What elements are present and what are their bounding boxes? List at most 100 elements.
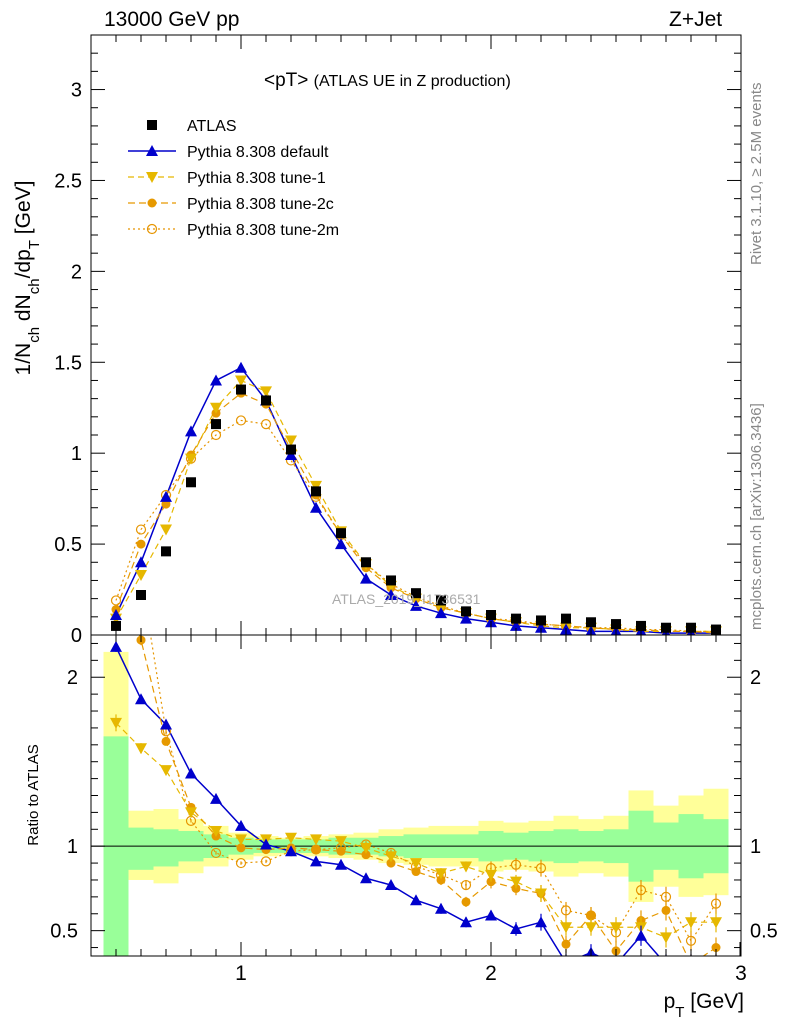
ratio-point-pythia-8-308-tune-1	[410, 858, 422, 870]
point-pythia-8-308-default	[110, 609, 122, 620]
legend-marker	[147, 198, 157, 208]
ratio-point-pythia-8-308-tune-1	[585, 922, 597, 934]
point-pythia-8-308-tune-1	[160, 524, 172, 536]
point-pythia-8-308-tune-2m	[260, 418, 272, 430]
y-tick-label: 2.5	[54, 170, 82, 192]
y-tick-label: 1	[71, 443, 82, 465]
legend-label: ATLAS	[187, 118, 237, 135]
y-tick-label: 2	[71, 261, 82, 283]
point-atlas	[311, 486, 321, 497]
point-pythia-8-308-default	[160, 490, 172, 502]
point-pythia-8-308-tune-2m	[235, 415, 247, 426]
ratio-y-tick-label-left: 2	[67, 667, 78, 689]
ratio-point-pythia-8-308-tune-1	[210, 825, 222, 837]
ratio-point-pythia-8-308-tune-2c	[311, 845, 321, 855]
point-atlas	[436, 595, 446, 606]
ratio-point-pythia-8-308-tune-1	[235, 834, 247, 846]
point-atlas	[661, 622, 671, 633]
legend: ATLAS Pythia 8.308 default Pythia 8.308 tu…	[128, 118, 339, 239]
y-axis-title: 1/Nch dNch/dpT [GeV]	[12, 181, 43, 376]
ratio-point-pythia-8-308-tune-2m	[560, 905, 572, 916]
ratio-point-pythia-8-308-default	[635, 929, 647, 941]
point-atlas	[161, 546, 171, 557]
legend-marker	[146, 145, 158, 156]
point-pythia-8-308-tune-1	[260, 386, 272, 398]
point-pythia-8-308-default	[235, 361, 247, 373]
ratio-point-pythia-8-308-tune-2m	[260, 856, 272, 867]
point-atlas	[186, 477, 196, 488]
ratio-point-pythia-8-308-tune-1	[435, 868, 447, 880]
axes: 1 2 300.511.522.530.5 0.51 12 21/Nch dNch/dpT…	[12, 34, 778, 1021]
ratio-point-pythia-8-308-tune-1	[360, 842, 372, 854]
ratio-point-pythia-8-308-default	[435, 902, 447, 914]
ratio-point-pythia-8-308-tune-2c	[586, 910, 596, 920]
ratio-series-markers	[110, 554, 722, 969]
point-pythia-8-308-tune-1	[135, 570, 147, 581]
point-pythia-8-308-default	[385, 589, 397, 600]
legend-marker	[146, 172, 158, 183]
ratio-point-pythia-8-308-default	[660, 958, 672, 969]
point-pythia-8-308-tune-2m	[135, 524, 147, 535]
ratio-point-pythia-8-308-default	[685, 958, 697, 969]
point-pythia-8-308-tune-2m	[110, 595, 122, 606]
point-atlas	[261, 395, 271, 406]
legend-entry: Pythia 8.308 tune-1	[128, 170, 326, 187]
point-atlas	[111, 620, 121, 631]
ratio-point-pythia-8-308-default	[110, 640, 122, 652]
ratio-point-pythia-8-308-default	[210, 792, 222, 804]
point-pythia-8-308-tune-1	[285, 435, 297, 447]
point-pythia-8-308-tune-2c	[161, 499, 171, 509]
y-tick-label: 3	[71, 80, 82, 102]
ratio-point-pythia-8-308-default	[485, 909, 497, 921]
ratio-point-pythia-8-308-tune-1	[285, 832, 297, 844]
point-pythia-8-308-tune-2m	[210, 429, 222, 441]
ratio-point-pythia-8-308-tune-1	[135, 743, 147, 755]
ratio-point-pythia-8-308-tune-2c	[361, 850, 371, 860]
ratio-point-pythia-8-308-tune-2c	[161, 736, 171, 746]
series-markers	[110, 361, 722, 969]
ratio-point-pythia-8-308-tune-1	[710, 917, 722, 929]
ratio-y-tick-label-right: 2	[750, 667, 761, 689]
point-atlas	[386, 575, 396, 586]
y-tick-label: 0.5	[54, 534, 82, 556]
legend-entry: Pythia 8.308 default	[128, 144, 329, 161]
ratio-point-pythia-8-308-tune-2c	[461, 897, 471, 907]
ratio-point-pythia-8-308-default	[160, 718, 172, 730]
ratio-point-pythia-8-308-tune-2m	[535, 863, 547, 874]
mcplots-label: mcplots.cern.ch [arXiv:1306.3436]	[748, 403, 765, 630]
ratio-point-pythia-8-308-tune-1	[385, 851, 397, 863]
ratio-point-pythia-8-308-default	[510, 922, 522, 934]
ratio-y-tick-label-left: 0.5	[50, 921, 78, 943]
ratio-point-pythia-8-308-default	[385, 879, 397, 891]
ratio-uncertainty-bands	[91, 651, 741, 956]
point-atlas	[486, 610, 496, 620]
point-pythia-8-308-default	[460, 612, 472, 624]
point-atlas	[361, 557, 371, 568]
point-atlas	[461, 606, 471, 617]
point-atlas	[561, 613, 571, 624]
ratio-point-pythia-8-308-default	[410, 894, 422, 906]
ratio-point-pythia-8-308-tune-2m	[460, 879, 472, 891]
legend-title-main: <pT>	[264, 70, 309, 91]
point-pythia-8-308-default	[360, 572, 372, 584]
x-tick-label: 1	[235, 962, 247, 985]
ratio-point-pythia-8-308-tune-1	[110, 717, 122, 729]
point-atlas	[586, 617, 596, 628]
ratio-point-pythia-8-308-default	[260, 838, 272, 850]
ratio-point-pythia-8-308-tune-1	[685, 917, 697, 929]
point-pythia-8-308-default	[335, 538, 347, 550]
ratio-point-pythia-8-308-tune-2c	[411, 867, 421, 877]
point-atlas	[236, 384, 246, 395]
ratio-point-pythia-8-308-tune-2c	[711, 943, 721, 953]
ratio-point-pythia-8-308-tune-2c	[112, 554, 121, 563]
main-series-markers	[110, 361, 722, 635]
ratio-y-tick-label-left: 1	[67, 836, 78, 858]
point-pythia-8-308-default	[535, 621, 547, 633]
legend-marker	[146, 223, 158, 235]
band-inner-bin	[153, 829, 179, 867]
ratio-point-pythia-8-308-default	[235, 819, 247, 831]
legend-label: Pythia 8.308 default	[187, 144, 329, 161]
y-tick-label: 1.5	[54, 352, 82, 374]
ratio-point-pythia-8-308-default	[335, 858, 347, 870]
